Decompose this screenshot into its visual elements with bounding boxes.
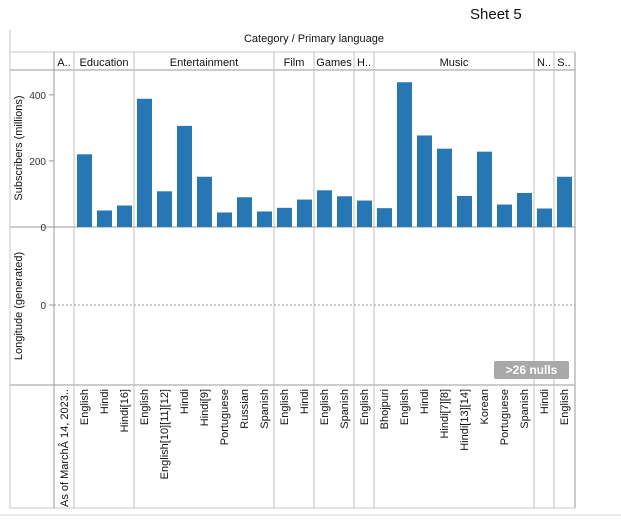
bar bbox=[237, 197, 252, 227]
language-label: Hindi[7][8] bbox=[439, 389, 451, 439]
bar bbox=[177, 125, 192, 227]
y-ticks-bottom: 0 bbox=[40, 301, 54, 312]
language-label: As of MarchÂ 14, 2023.. bbox=[58, 389, 71, 507]
category-header: Entertainment bbox=[170, 57, 238, 69]
language-label: Hindi bbox=[419, 389, 431, 414]
language-label: English bbox=[559, 389, 571, 425]
bar bbox=[557, 176, 572, 227]
language-label: English bbox=[279, 389, 291, 425]
language-label: Bhojpuri bbox=[379, 389, 391, 429]
language-label: Hindi bbox=[539, 389, 551, 414]
language-label: Hindi[16] bbox=[119, 389, 131, 432]
language-label: Spanish bbox=[339, 389, 351, 429]
category-header: Music bbox=[440, 57, 469, 69]
language-label: Portuguese bbox=[219, 389, 231, 445]
language-label: English bbox=[79, 389, 91, 425]
language-label: Russian bbox=[239, 389, 251, 429]
bar bbox=[157, 191, 172, 227]
bar bbox=[297, 199, 312, 227]
bar bbox=[497, 204, 512, 227]
language-label: Hindi[9] bbox=[199, 389, 211, 426]
bar bbox=[197, 176, 212, 227]
bar bbox=[317, 190, 332, 227]
category-header: N.. bbox=[537, 57, 551, 69]
bar bbox=[277, 207, 292, 227]
language-label: English bbox=[359, 389, 371, 425]
bar bbox=[437, 148, 452, 227]
y-ticks-top: 400 200 0 bbox=[29, 91, 54, 234]
language-label: Portuguese bbox=[499, 389, 511, 445]
category-header: S.. bbox=[557, 57, 570, 69]
bar bbox=[77, 154, 92, 227]
language-label: Spanish bbox=[259, 389, 271, 429]
bar bbox=[337, 196, 352, 227]
language-labels: As of MarchÂ 14, 2023.. English Hindi Hindi… bbox=[58, 389, 571, 507]
language-label: Hindi bbox=[99, 389, 111, 414]
category-headers: A.. Education Entertainment Film Games H.. Mus… bbox=[57, 57, 570, 69]
language-label: Hindi bbox=[179, 389, 191, 414]
bar bbox=[97, 210, 112, 227]
bar bbox=[357, 200, 372, 227]
y-tick-label: 0 bbox=[40, 223, 46, 234]
bar bbox=[477, 151, 492, 227]
language-label: English[10][11][12] bbox=[159, 389, 171, 479]
column-header: Category / Primary language bbox=[244, 33, 384, 45]
language-label: English bbox=[319, 389, 331, 425]
category-header: Games bbox=[316, 57, 352, 69]
sheet-title: Sheet 5 bbox=[470, 6, 522, 23]
bar bbox=[117, 205, 132, 227]
y-tick-label: 200 bbox=[29, 157, 46, 168]
language-label: Korean bbox=[479, 389, 491, 424]
bar bbox=[257, 211, 272, 227]
category-header: Film bbox=[284, 57, 305, 69]
bar bbox=[217, 212, 232, 227]
category-header: Education bbox=[80, 57, 129, 69]
category-header: A.. bbox=[57, 57, 70, 69]
bars bbox=[77, 82, 572, 227]
language-label: Spanish bbox=[519, 389, 531, 429]
bar bbox=[517, 192, 532, 227]
bar bbox=[137, 98, 152, 227]
chart-frame bbox=[0, 30, 621, 516]
bar bbox=[537, 208, 552, 227]
nulls-indicator[interactable]: >26 nulls bbox=[494, 361, 569, 379]
category-header: H.. bbox=[357, 57, 371, 69]
bar bbox=[377, 208, 392, 227]
y-axis-label-longitude: Longitude (generated) bbox=[13, 252, 25, 360]
y-tick-label: 0 bbox=[40, 301, 46, 312]
bar bbox=[457, 195, 472, 227]
bar bbox=[397, 82, 412, 227]
language-label: English bbox=[399, 389, 411, 425]
bar bbox=[417, 135, 432, 227]
language-label: Hindi bbox=[299, 389, 311, 414]
y-tick-label: 400 bbox=[29, 91, 46, 102]
language-label: Hindi[13][14] bbox=[459, 389, 471, 451]
language-label: English bbox=[139, 389, 151, 425]
y-axis-label-subscribers: Subscribers (millions) bbox=[13, 95, 25, 200]
